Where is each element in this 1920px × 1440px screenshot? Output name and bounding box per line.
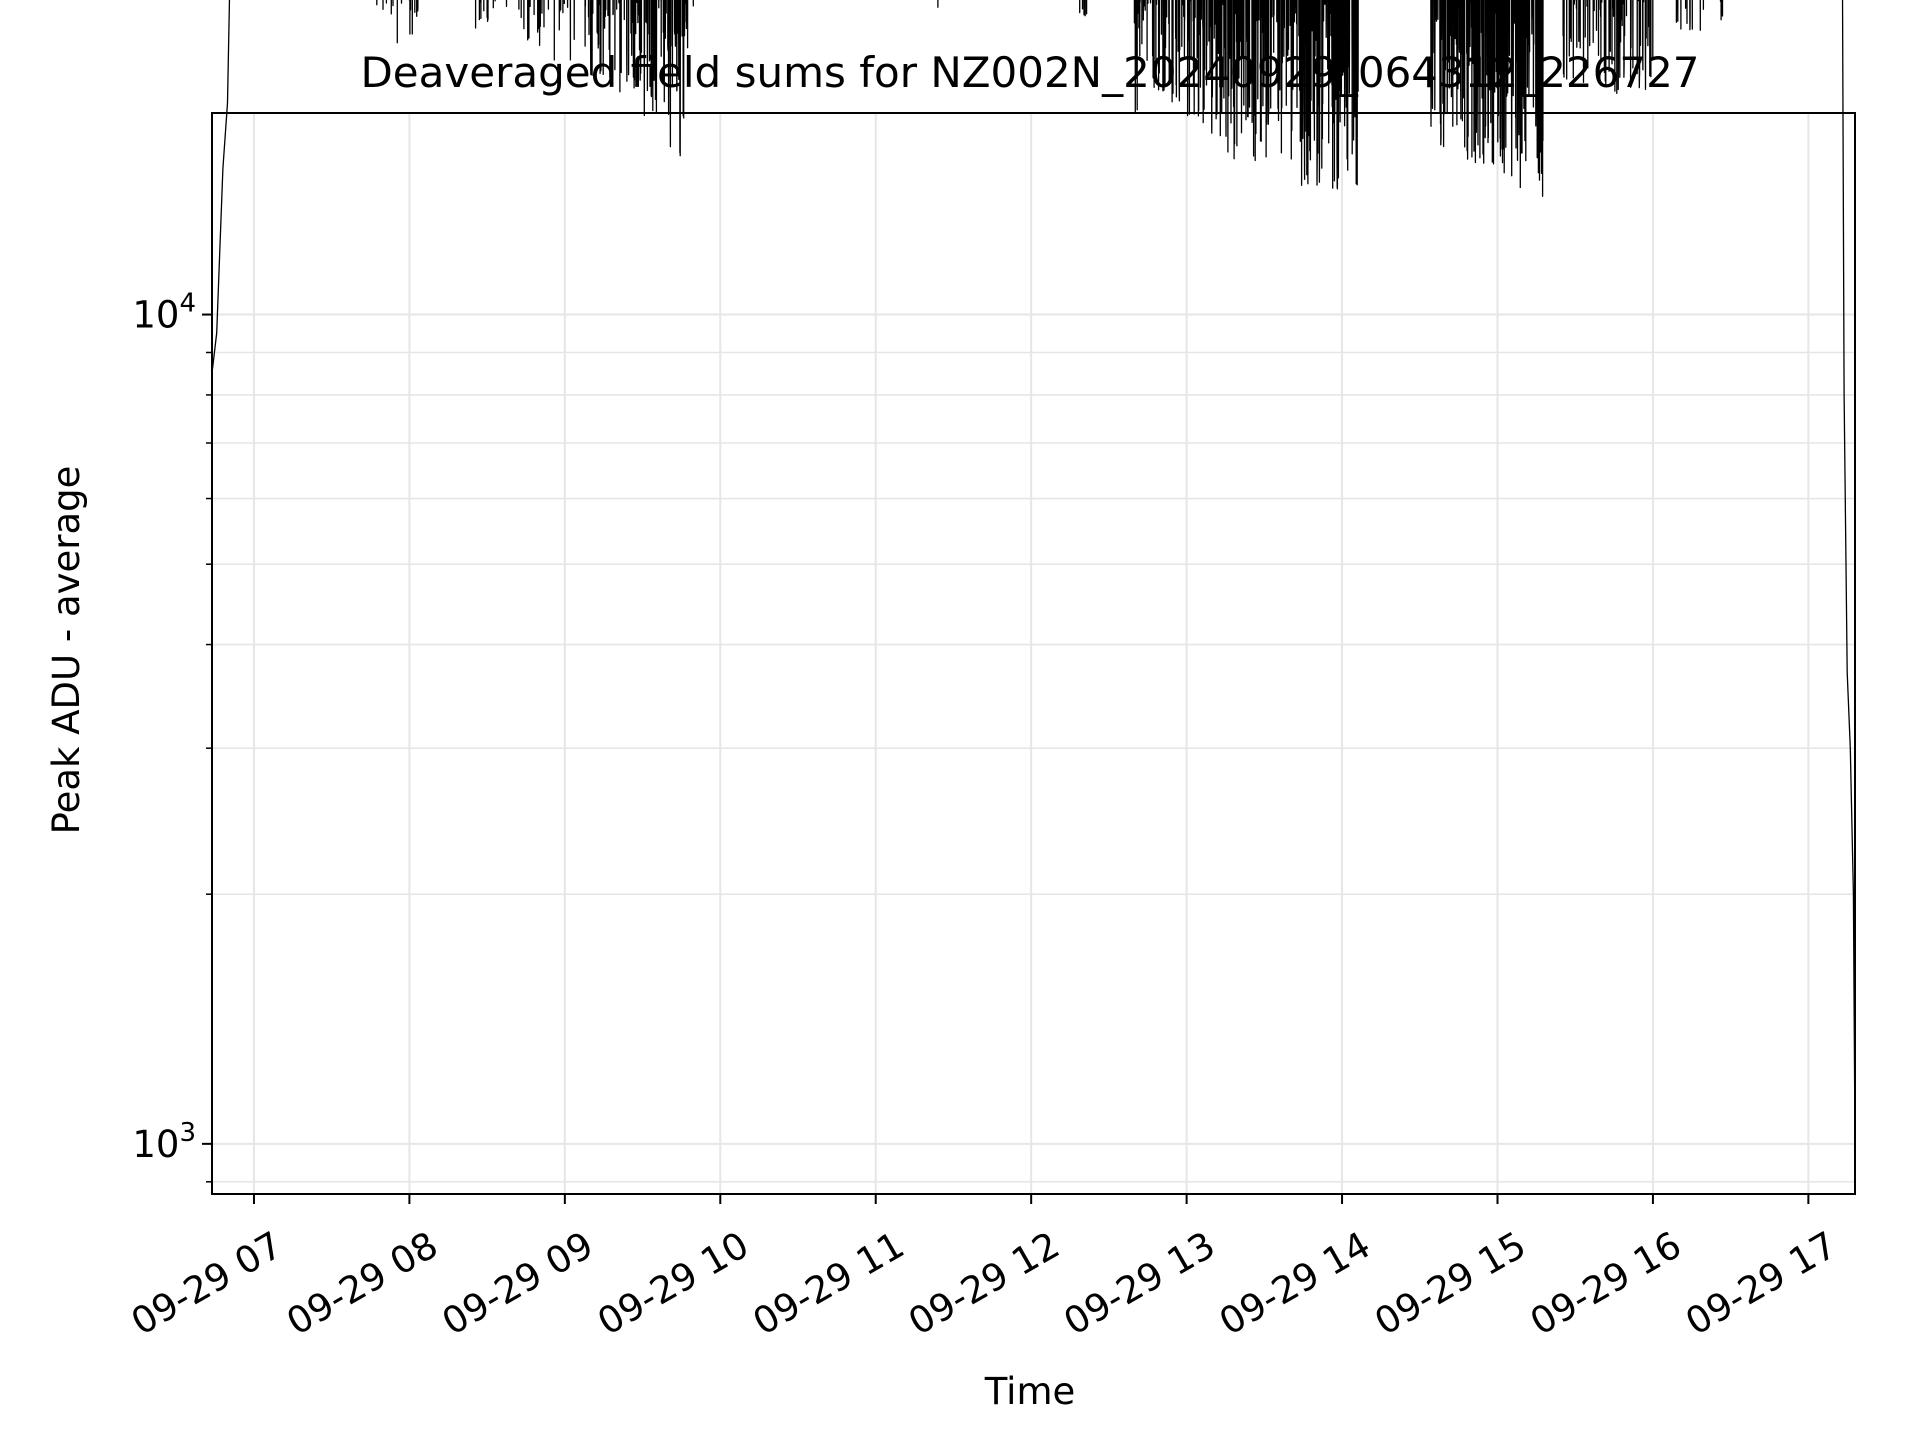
x-tick-label: 09-29 16: [1523, 1223, 1689, 1343]
x-tick-label: 09-29 09: [435, 1223, 601, 1343]
data-line: [211, 0, 1856, 1144]
y-tick-label: 103: [132, 1118, 196, 1166]
y-tick-label: 104: [132, 289, 196, 337]
x-tick-label: 09-29 17: [1678, 1223, 1844, 1343]
x-tick-label: 09-29 11: [746, 1223, 912, 1343]
x-tick-label: 09-29 13: [1057, 1223, 1223, 1343]
x-tick-label: 09-29 08: [279, 1223, 445, 1343]
x-tick-label: 09-29 07: [124, 1223, 290, 1343]
x-tick-label: 09-29 15: [1368, 1223, 1534, 1343]
plot-frame: [211, 112, 1856, 1195]
x-tick-label: 09-29 10: [590, 1223, 756, 1343]
x-tick-label: 09-29 14: [1212, 1223, 1378, 1343]
x-tick-label: 09-29 12: [901, 1223, 1067, 1343]
x-axis-label: Time: [984, 1370, 1076, 1413]
y-axis-label: Peak ADU - average: [45, 466, 88, 835]
grid: [212, 113, 1855, 1194]
y-axis: 103104105106107: [132, 289, 212, 1183]
chart-title: Deaveraged field sums for NZ002N_2024092…: [360, 48, 1699, 97]
